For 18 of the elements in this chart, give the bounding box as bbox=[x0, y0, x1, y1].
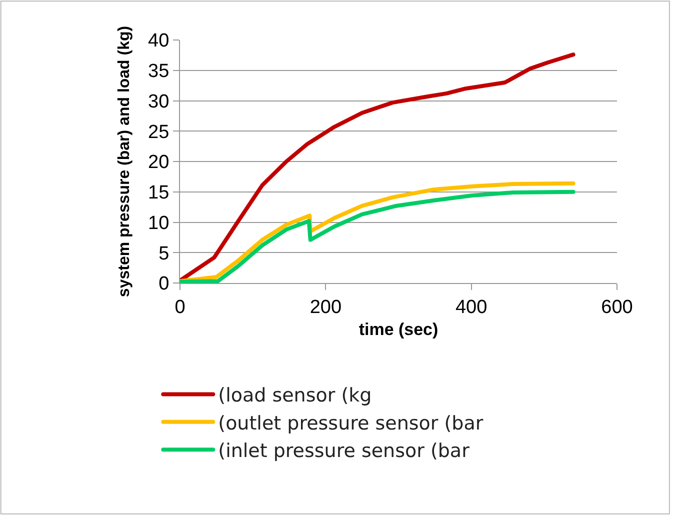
y-tick-label: 40 bbox=[148, 30, 170, 52]
y-tick-label: 0 bbox=[158, 274, 170, 295]
legend-label: (inlet pressure sensor (bar bbox=[218, 440, 470, 462]
y-tick-label: 20 bbox=[148, 152, 170, 174]
x-tick-label: 400 bbox=[455, 296, 488, 318]
legend-label: (load sensor (kg bbox=[218, 384, 372, 407]
y-axis-title: system pressure (bar) and load (kg) bbox=[116, 26, 133, 298]
x-tick-label: 0 bbox=[174, 296, 186, 318]
legend-label: (outlet pressure sensor (bar bbox=[218, 412, 484, 434]
y-tick-label: 30 bbox=[148, 91, 170, 112]
y-tick-label: 5 bbox=[158, 243, 170, 264]
y-tick-label: 10 bbox=[148, 212, 170, 234]
y-tick-label: 35 bbox=[148, 61, 170, 82]
x-axis-title: time (sec) bbox=[358, 320, 438, 340]
x-tick-label: 200 bbox=[310, 296, 342, 318]
x-tick-label: 600 bbox=[601, 296, 633, 318]
y-tick-label: 15 bbox=[148, 182, 170, 204]
y-tick-label: 25 bbox=[148, 122, 170, 143]
